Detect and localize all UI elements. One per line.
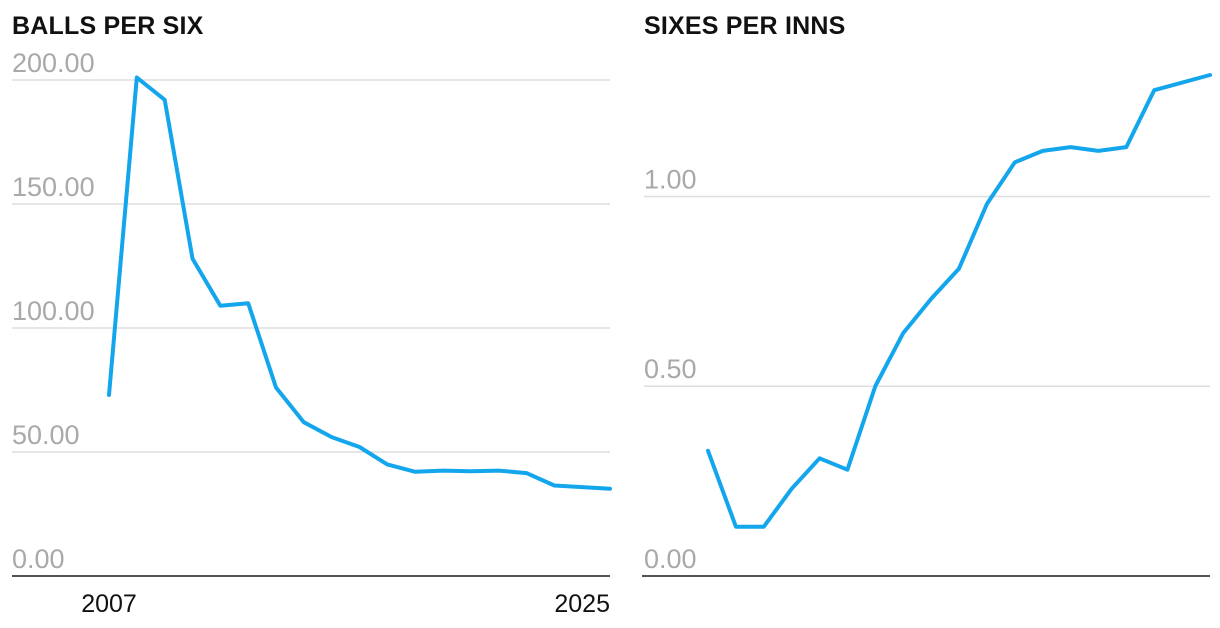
y-tick-label: 100.00 <box>12 296 95 326</box>
sixes-per-inns-chart: SIXES PER INNS 0.00 0.50 1.00 <box>630 0 1220 628</box>
chart-title: BALLS PER SIX <box>12 12 204 40</box>
y-tick-label: 0.00 <box>644 544 697 574</box>
series-line <box>706 73 1212 529</box>
sixes-per-inns-plot: 0.00 0.50 1.00 <box>642 73 1212 577</box>
x-tick-label: 2025 <box>554 590 610 618</box>
balls-per-six-plot: 0.00 50.00 100.00 150.00 200.00 2007 2025 <box>12 48 612 618</box>
x-tick-label: 2007 <box>81 590 137 618</box>
y-tick-label: 50.00 <box>12 420 80 450</box>
y-tick-label: 200.00 <box>12 48 95 78</box>
y-tick-label: 1.00 <box>644 164 697 194</box>
series-line <box>107 75 612 491</box>
chart-title: SIXES PER INNS <box>644 12 846 40</box>
y-tick-label: 0.00 <box>12 544 65 574</box>
balls-per-six-chart: BALLS PER SIX 0.00 50.00 100.00 150.00 200.0… <box>12 12 612 618</box>
y-tick-label: 150.00 <box>12 172 95 202</box>
y-tick-label: 0.50 <box>644 354 697 384</box>
